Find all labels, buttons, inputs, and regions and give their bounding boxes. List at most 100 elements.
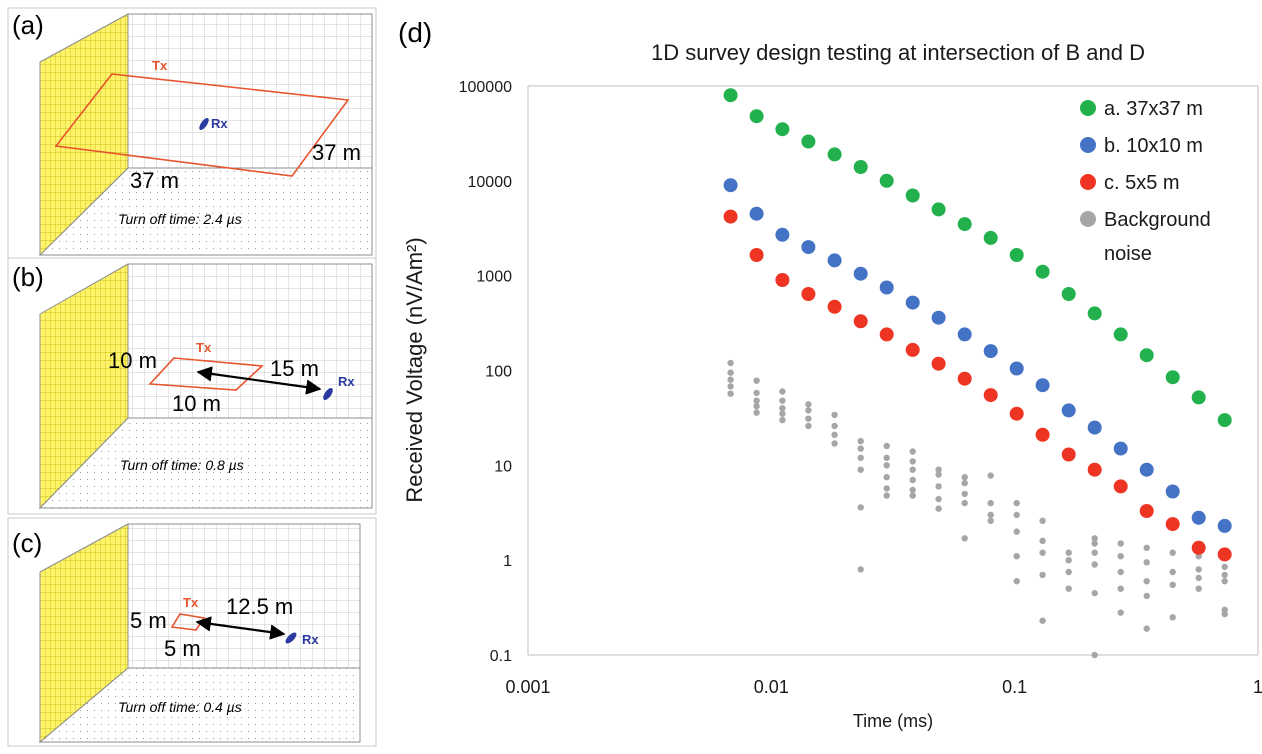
data-point-series-3	[1013, 511, 1020, 519]
y-tick-label: 10000	[468, 174, 513, 191]
data-point-series-3	[1195, 574, 1202, 582]
data-point-series-3	[831, 422, 838, 430]
data-point-series-3	[961, 474, 968, 481]
data-point-series-0	[983, 230, 998, 245]
data-point-series-1	[905, 295, 920, 310]
data-point-series-0	[1087, 306, 1102, 321]
panel-c-offset-label: 12.5 m	[226, 594, 293, 619]
data-point-series-1	[1035, 378, 1050, 393]
panel-c-rx-label: Rx	[302, 632, 319, 647]
data-point-series-3	[1221, 578, 1228, 585]
data-point-series-3	[753, 409, 760, 416]
data-point-series-2	[1165, 517, 1180, 532]
panel-c-tx-label: Tx	[183, 595, 199, 610]
panel-c-dim-y: 5 m	[130, 608, 167, 633]
data-point-series-3	[1039, 537, 1046, 544]
data-point-series-0	[905, 188, 920, 203]
data-point-series-0	[853, 160, 868, 174]
data-point-series-3	[753, 403, 760, 410]
data-point-series-3	[753, 377, 760, 384]
data-point-series-2	[801, 287, 816, 301]
panel-a-tx-loop	[54, 73, 350, 177]
panel-a-side-wall	[39, 13, 129, 257]
data-point-series-2	[827, 299, 842, 314]
data-point-series-3	[961, 535, 968, 542]
data-point-series-2	[1217, 547, 1232, 562]
panel-a-turnoff: Turn off time: 2.4 µs	[118, 211, 242, 227]
data-point-series-0	[1061, 287, 1076, 301]
panel-b-side-wall	[39, 263, 129, 510]
data-point-series-3	[1169, 549, 1176, 556]
panel-a-label: (a)	[12, 10, 44, 40]
data-point-series-2	[957, 371, 972, 386]
data-point-series-3	[1065, 557, 1072, 564]
data-point-series-3	[935, 495, 942, 503]
data-point-series-1	[1009, 361, 1024, 376]
data-point-series-3	[961, 499, 968, 507]
data-point-series-3	[883, 485, 890, 492]
data-point-series-3	[1117, 568, 1124, 576]
panel-a-dim-x: 37 m	[130, 168, 179, 193]
legend-marker-1	[1080, 137, 1096, 153]
legend-marker-0	[1080, 100, 1096, 116]
data-point-series-3	[857, 466, 864, 473]
data-point-series-0	[1165, 370, 1180, 385]
data-point-series-3	[727, 359, 734, 367]
data-point-series-1	[723, 178, 738, 193]
data-point-series-2	[1035, 427, 1050, 442]
data-point-series-1	[1087, 420, 1102, 435]
data-point-series-1	[931, 310, 946, 325]
data-point-series-3	[857, 504, 864, 511]
y-tick-labels: 0.1 1 10 100 1000 10000 100000	[459, 79, 512, 665]
data-point-series-3	[1143, 592, 1150, 600]
data-point-series-3	[1143, 625, 1150, 632]
data-point-series-3	[1065, 585, 1072, 592]
panel-c: (c) Tx Rx 5 m 5 m 12.5 m Turn off time: …	[7, 517, 377, 747]
data-point-series-3	[961, 490, 968, 498]
panel-c-rx-coil	[285, 632, 297, 644]
data-point-series-0	[1113, 327, 1128, 342]
data-point-series-3	[1013, 499, 1020, 507]
data-point-series-2	[1061, 447, 1076, 462]
data-point-series-3	[1091, 535, 1098, 542]
data-point-series-3	[1143, 559, 1150, 566]
panel-a-rx-coil	[199, 118, 209, 130]
data-point-series-3	[883, 454, 890, 461]
data-point-series-3	[1117, 585, 1124, 592]
data-point-series-3	[987, 499, 994, 507]
data-point-series-3	[909, 476, 916, 484]
data-point-series-1	[1217, 518, 1232, 533]
data-point-series-0	[723, 88, 738, 103]
x-tick-label: 0.001	[505, 677, 550, 697]
data-point-series-0	[957, 217, 972, 232]
legend-label-3: Background noise	[1104, 209, 1211, 265]
data-point-series-3	[1169, 614, 1176, 621]
data-point-series-3	[857, 437, 864, 445]
data-point-series-3	[831, 440, 838, 447]
panel-a-rx-label: Rx	[211, 116, 228, 131]
data-point-series-3	[1091, 589, 1098, 597]
data-point-series-3	[727, 390, 734, 397]
data-point-series-2	[983, 388, 998, 403]
data-point-series-1	[1191, 510, 1206, 525]
data-point-series-3	[883, 492, 890, 499]
data-point-series-2	[905, 342, 920, 357]
data-point-series-0	[801, 134, 816, 149]
data-point-series-3	[1117, 553, 1124, 560]
data-point-series-3	[857, 454, 864, 461]
data-point-series-0	[1217, 413, 1232, 428]
data-point-series-3	[987, 472, 994, 479]
data-point-series-3	[1091, 561, 1098, 568]
data-point-series-2	[1087, 462, 1102, 477]
data-point-series-3	[805, 415, 812, 422]
data-point-series-2	[1191, 540, 1206, 555]
data-point-series-3	[1143, 578, 1150, 585]
data-point-series-3	[753, 389, 760, 397]
data-point-series-2	[1009, 406, 1024, 421]
data-point-series-1	[853, 266, 868, 281]
data-point-series-3	[883, 462, 890, 469]
data-point-series-2	[853, 314, 868, 329]
data-point-series-3	[779, 416, 786, 424]
x-tick-labels: 0.001 0.01 0.1 1	[505, 677, 1262, 697]
